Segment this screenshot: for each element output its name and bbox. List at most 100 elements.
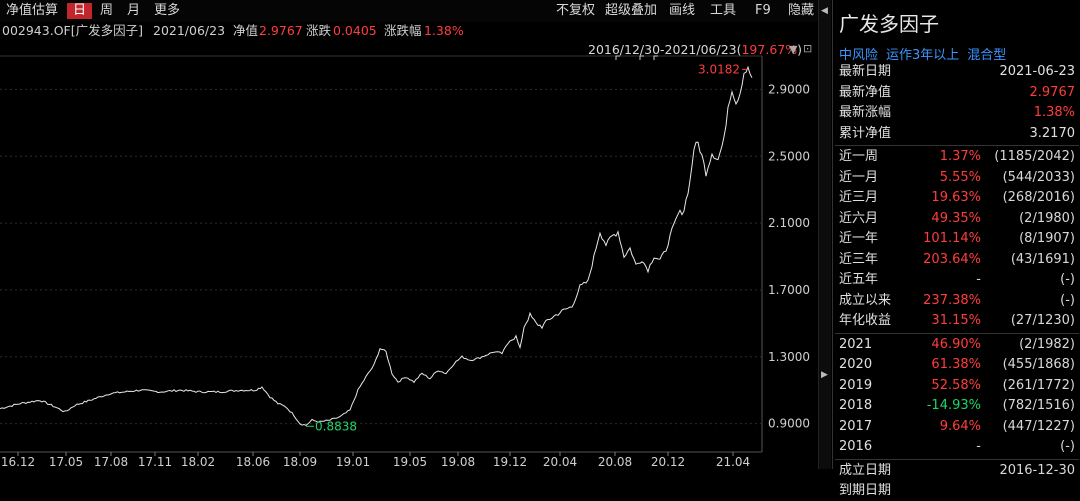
row-rank: (268/2016): [1002, 190, 1075, 205]
row-value: 3.2170: [1029, 125, 1076, 141]
basic-row: 累计净值 3.2170: [833, 124, 1080, 144]
x-tick-label: 20.08: [598, 455, 632, 469]
row-value: 5.55%: [939, 169, 981, 185]
nav-series-line: [0, 65, 753, 426]
period-month-tab[interactable]: 月: [127, 3, 141, 18]
row-label: 成立以来: [839, 292, 892, 308]
draw-line-button[interactable]: 画线: [669, 3, 696, 18]
y-axis-ticks: 2.9000 2.5000 2.1000 1.7000 1.3000 0.9000: [768, 82, 810, 430]
period-week-tab[interactable]: 周: [100, 3, 114, 18]
x-tick-label: 20.04: [543, 455, 577, 469]
period-row: 年化收益 31.15% (27/1230): [833, 311, 1080, 331]
lock-icon[interactable]: ⊡: [803, 42, 813, 55]
row-rank: (2/1980): [1019, 210, 1075, 226]
basic-row: 最新日期 2021-06-23: [833, 62, 1080, 82]
row-label: 2018: [839, 398, 873, 413]
fund-code-name: 002943.OF[广发多因子]: [2, 23, 143, 38]
x-tick-label: 16.12: [1, 455, 35, 469]
hide-button[interactable]: 隐藏: [788, 3, 815, 18]
triangle-down-icon[interactable]: ▼: [789, 43, 798, 56]
period-row: 近一月 5.55% (544/2033): [833, 168, 1080, 188]
y-tick-label: 2.5000: [768, 149, 810, 163]
row-rank: (455/1868): [1002, 357, 1075, 372]
y-tick-label: 2.9000: [768, 82, 810, 96]
x-tick-label: 17.08: [94, 455, 128, 469]
chevron-right-icon[interactable]: ▶: [821, 370, 828, 380]
tools-button[interactable]: 工具: [710, 3, 737, 18]
range-text: 2016/12/30-2021/06/23(: [588, 42, 742, 57]
min-value-label: 0.8838: [315, 419, 357, 433]
event-marker: [653, 55, 658, 60]
row-rank: (447/1227): [1002, 418, 1075, 434]
x-tick-label: 19.08: [441, 455, 475, 469]
row-rank: (2/1982): [1019, 336, 1075, 352]
x-tick-label: 19.05: [393, 455, 427, 469]
row-label: 最新净值: [839, 84, 892, 100]
period-row: 近三月 19.63% (268/2016): [833, 188, 1080, 208]
y-tick-label: 1.3000: [768, 350, 810, 364]
super-overlay-button[interactable]: 超级叠加: [605, 3, 658, 18]
info-date: 2021/06/23: [153, 23, 226, 38]
row-label: 2021: [839, 336, 873, 352]
period-day-tab[interactable]: 日: [67, 3, 93, 19]
row-label: 2020: [839, 357, 873, 372]
f9-button[interactable]: F9: [755, 3, 771, 18]
year-row: 2018 -14.93% (782/1516): [833, 396, 1080, 416]
row-rank: (-): [1060, 272, 1075, 287]
x-tick-label: 21.04: [716, 455, 750, 469]
nav-value: 2.9767: [259, 23, 303, 38]
range-label: 2016/12/30-2021/06/23(197.67%): [588, 42, 802, 57]
x-tick-label: 17.11: [138, 455, 172, 469]
fund-title: 广发多因子: [839, 12, 939, 36]
fund-info-panel: 广发多因子 中风险 运作3年以上 混合型 最新日期 2021-06-23 最新净值 2.9…: [832, 0, 1080, 498]
row-rank: (-): [1060, 439, 1075, 454]
row-label: 近一月: [839, 169, 879, 185]
more-menu[interactable]: 更多: [154, 3, 181, 18]
toolbar: 净值估算 日 周 月 更多 不复权 超级叠加 画线 工具 F9 隐藏: [0, 0, 830, 22]
nav-estimate-button[interactable]: 净值估算: [6, 3, 59, 18]
row-rank: (544/2033): [1002, 169, 1075, 185]
x-tick-label: 17.05: [49, 455, 83, 469]
chevron-left-icon[interactable]: ◀: [821, 6, 828, 16]
tag-type[interactable]: 混合型: [967, 48, 1007, 63]
row-value: 61.38%: [931, 357, 981, 372]
row-value: 237.38%: [923, 292, 981, 308]
nav-label: 净值: [233, 23, 259, 38]
row-label: 2019: [839, 377, 873, 393]
range-pct: 197.67%: [741, 42, 798, 57]
year-row: 2016 - (-): [833, 437, 1080, 457]
event-marker: [639, 55, 644, 60]
row-value: 2021-06-23: [999, 64, 1075, 79]
y-tick-label: 2.1000: [768, 216, 810, 230]
row-rank: (261/1772): [1002, 377, 1075, 393]
row-label: 近三年: [839, 251, 879, 267]
fund-tags: 中风险 运作3年以上 混合型: [839, 44, 1014, 63]
basic-row: 最新净值 2.9767: [833, 83, 1080, 103]
tag-risk[interactable]: 中风险: [839, 48, 879, 63]
row-label: 近六月: [839, 210, 879, 226]
x-axis-ticks: 16.12 17.05 17.08 17.11 18.02 18.06 18.09 19.01…: [1, 455, 750, 469]
x-tick-label: 19.12: [493, 455, 527, 469]
row-value: 203.64%: [923, 251, 981, 267]
tag-duration[interactable]: 运作3年以上: [886, 48, 960, 63]
row-label: 年化收益: [839, 313, 892, 328]
row-label: 最新日期: [839, 64, 892, 79]
row-value: 101.14%: [923, 231, 981, 246]
change-value: 0.0405: [333, 23, 377, 38]
row-label: 2017: [839, 418, 873, 434]
row-value: 52.58%: [931, 377, 981, 393]
row-value: -14.93%: [926, 398, 981, 413]
no-adjust-button[interactable]: 不复权: [556, 3, 596, 18]
vertical-scrollbar[interactable]: ◀ ▶: [818, 0, 831, 469]
row-value: 2016-12-30: [999, 462, 1075, 478]
chart-markers: 3.0182 0.8838: [306, 55, 748, 433]
x-tick-label: 18.09: [283, 455, 317, 469]
x-tick-label: 18.06: [236, 455, 270, 469]
row-label: 近一周: [839, 149, 879, 164]
row-value: -: [976, 272, 981, 287]
period-row: 近三年 203.64% (43/1691): [833, 250, 1080, 270]
period-row: 近一年 101.14% (8/1907): [833, 229, 1080, 249]
x-tick-label: 20.12: [651, 455, 685, 469]
row-label: 最新涨幅: [839, 105, 892, 120]
nav-line-chart: 2.9000 2.5000 2.1000 1.7000 1.3000 0.9000 16.…: [0, 55, 810, 469]
